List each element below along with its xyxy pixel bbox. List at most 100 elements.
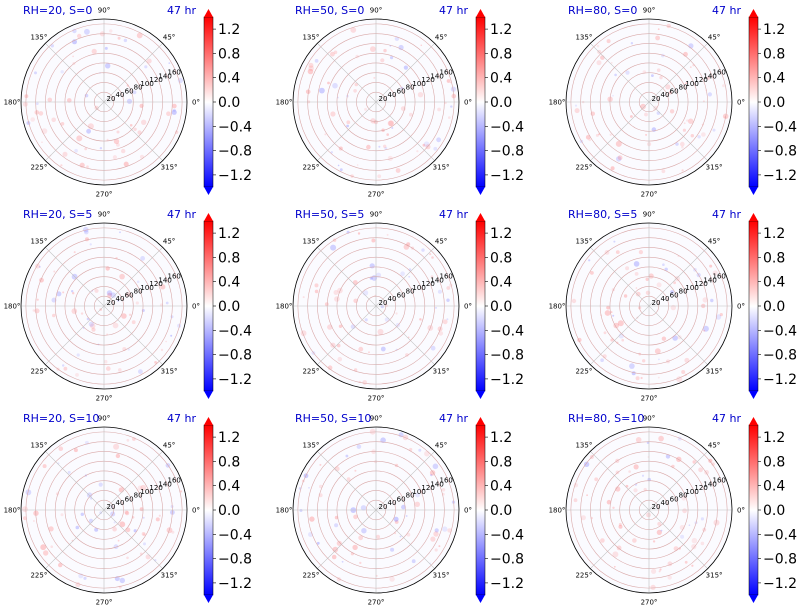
colorbar-extend-max: [749, 417, 758, 425]
field-patch: [332, 546, 339, 553]
radial-tick-label: 100: [140, 284, 153, 292]
field-patch: [645, 133, 648, 136]
colorbar-extend-min: [204, 391, 213, 399]
polar-frame: [292, 18, 460, 186]
field-patch: [360, 505, 367, 511]
field-patch: [370, 118, 376, 124]
colorbar-tick-label: 1.2: [490, 226, 512, 242]
field-patch: [631, 371, 636, 376]
angle-tick-label: 135°: [302, 33, 319, 41]
field-patch: [84, 147, 88, 151]
field-patch: [655, 35, 660, 41]
panel-time-label: 47 hr: [167, 208, 196, 221]
field-patch: [352, 280, 358, 285]
field-patch: [118, 368, 122, 372]
colorbar-tick-label: 0.8: [763, 454, 785, 470]
field-patch: [574, 104, 578, 107]
colorbar: 1.2 0.8 0.4 0.0 −0.4 −0.8 −1.2: [748, 9, 797, 195]
angle-tick-label: 225°: [575, 164, 592, 172]
angle-tick-label: 180°: [276, 303, 293, 311]
field-patch: [330, 244, 337, 251]
field-patch: [86, 492, 93, 498]
colorbar-tick-label: 0.4: [490, 479, 512, 495]
field-patch: [442, 319, 448, 325]
field-patch: [617, 320, 624, 327]
field-patch: [616, 341, 619, 344]
field-patch: [430, 345, 436, 351]
angle-tick-label: 315°: [433, 368, 450, 376]
field-patch: [341, 560, 344, 563]
angle-tick-label: 0°: [464, 99, 472, 107]
colorbar-tick-label: −0.4: [763, 323, 797, 339]
field-patch: [88, 518, 94, 523]
field-patch: [656, 111, 661, 115]
field-patch: [62, 364, 65, 367]
colorbar-tick-label: 0.0: [763, 299, 785, 315]
field-patch: [330, 51, 335, 57]
field-patch: [613, 565, 616, 568]
field-patch: [139, 154, 145, 159]
angle-tick-label: 225°: [575, 368, 592, 376]
field-patch: [708, 458, 713, 463]
field-patch: [125, 527, 131, 533]
angle-tick-label: 225°: [30, 368, 47, 376]
field-patch: [671, 464, 675, 469]
field-patch: [170, 334, 173, 337]
field-texture: [22, 437, 183, 589]
field-patch: [137, 485, 143, 491]
field-patch: [422, 143, 426, 147]
field-patch: [688, 118, 694, 124]
field-patch: [610, 311, 613, 314]
radial-tick-label: 40: [388, 499, 397, 507]
field-patch: [700, 541, 705, 546]
field-patch: [129, 124, 133, 127]
field-patch: [665, 454, 671, 459]
field-patch: [717, 482, 719, 485]
colorbar-tick-label: 0.8: [490, 46, 512, 62]
field-patch: [437, 289, 442, 294]
field-patch: [433, 531, 439, 537]
field-patch: [673, 546, 679, 551]
radial-tick-label: 100: [412, 488, 425, 496]
radial-tick-label: 60: [125, 87, 134, 95]
colorbar-tick-label: 1.2: [490, 430, 512, 446]
field-patch: [615, 486, 621, 492]
field-patch: [124, 510, 129, 515]
field-patch: [112, 155, 117, 160]
angular-gridline: [590, 451, 708, 569]
field-patch: [660, 529, 663, 532]
field-patch: [380, 346, 386, 352]
field-patch: [353, 514, 358, 520]
field-patch: [337, 164, 340, 167]
field-patch: [73, 251, 76, 254]
field-patch: [115, 453, 121, 459]
field-patch: [657, 521, 662, 526]
field-patch: [668, 91, 672, 95]
field-patch: [112, 322, 119, 329]
field-patch: [618, 522, 622, 526]
radial-tick-label: 60: [397, 495, 406, 503]
field-patch: [645, 290, 651, 295]
field-patch: [309, 516, 315, 522]
colorbar-tick-label: −1.2: [218, 372, 252, 388]
field-patch: [640, 103, 646, 110]
colorbar-tick-label: −0.8: [218, 348, 252, 364]
field-patch: [616, 156, 622, 162]
field-patch: [421, 248, 425, 252]
panel-title: RH=80, S=0: [568, 4, 637, 17]
field-patch: [119, 273, 125, 280]
field-patch: [409, 112, 413, 117]
angle-tick-label: 315°: [706, 572, 723, 580]
field-patch: [630, 42, 634, 45]
colorbar-tick-label: −1.2: [763, 576, 797, 592]
field-patch: [688, 524, 691, 526]
panel-title: RH=50, S=10: [295, 412, 371, 425]
field-patch: [630, 115, 633, 118]
field-patch: [682, 508, 687, 514]
angle-tick-label: 45°: [708, 33, 720, 41]
field-patch: [332, 82, 338, 89]
colorbar-tick-label: −0.8: [490, 552, 524, 568]
field-patch: [702, 297, 708, 303]
field-patch: [48, 526, 54, 532]
field-patch: [319, 87, 325, 94]
